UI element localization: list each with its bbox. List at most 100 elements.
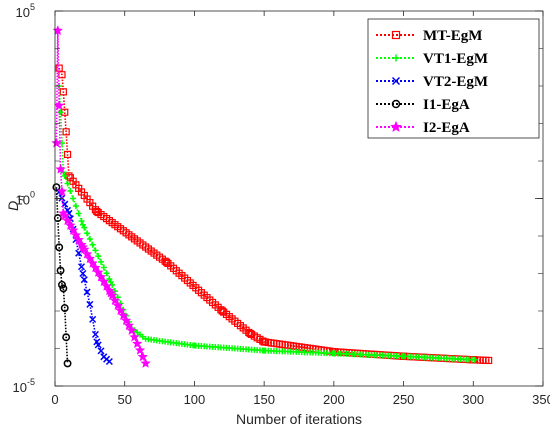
data-point bbox=[131, 338, 143, 349]
data-point bbox=[92, 247, 99, 254]
data-point bbox=[56, 185, 68, 196]
legend-marker bbox=[391, 76, 401, 86]
x-tick-label: 200 bbox=[323, 392, 345, 407]
legend-label: VT1-EgM bbox=[423, 51, 488, 67]
data-point bbox=[86, 300, 94, 308]
data-point bbox=[137, 351, 149, 362]
data-point bbox=[86, 235, 93, 242]
data-point bbox=[59, 210, 71, 221]
legend-marker bbox=[392, 54, 400, 62]
data-point bbox=[134, 344, 146, 355]
data-point bbox=[53, 100, 65, 111]
y-tick-label: 105 bbox=[16, 2, 35, 20]
data-point bbox=[98, 276, 110, 287]
y-axis-label-subscript: n bbox=[16, 195, 27, 201]
y-tick-label-exponent: -5 bbox=[27, 377, 35, 387]
data-point bbox=[92, 266, 104, 278]
data-point bbox=[61, 173, 68, 180]
data-point bbox=[91, 330, 99, 338]
data-point bbox=[87, 257, 98, 268]
y-tick-label-base: 10 bbox=[16, 193, 30, 208]
data-point bbox=[89, 241, 96, 248]
data-point bbox=[129, 331, 140, 342]
data-point bbox=[63, 150, 72, 158]
data-point bbox=[59, 284, 68, 293]
data-point bbox=[67, 224, 79, 235]
legend-label: I2-EgA bbox=[423, 120, 470, 136]
x-tick-label: 100 bbox=[184, 392, 206, 407]
y-tick-label-exponent: 5 bbox=[30, 2, 35, 12]
data-point bbox=[98, 258, 105, 265]
data-point bbox=[485, 356, 493, 365]
data-point bbox=[81, 248, 93, 259]
data-point bbox=[62, 128, 70, 136]
series-layer bbox=[51, 25, 493, 368]
data-point bbox=[51, 137, 62, 148]
data-point bbox=[109, 295, 121, 306]
data-point bbox=[97, 347, 105, 355]
legend-label: MT-EgM bbox=[423, 28, 482, 44]
y-tick-label-base: 10 bbox=[13, 380, 27, 395]
data-point bbox=[84, 253, 96, 264]
x-tick-label: 150 bbox=[253, 392, 275, 407]
data-point bbox=[112, 300, 124, 311]
legend-label: VT2-EgM bbox=[423, 74, 488, 90]
data-point bbox=[107, 278, 114, 285]
series-vt1-egm bbox=[56, 83, 478, 363]
data-point bbox=[55, 243, 64, 252]
data-point bbox=[100, 264, 107, 271]
data-point bbox=[75, 210, 82, 217]
y-tick-label-base: 10 bbox=[16, 5, 30, 20]
legend-marker bbox=[390, 120, 402, 133]
data-point bbox=[105, 357, 113, 366]
data-point bbox=[63, 359, 72, 368]
data-point bbox=[80, 276, 88, 284]
legend-label: I1-EgA bbox=[423, 97, 470, 113]
data-point bbox=[95, 253, 102, 260]
series-i1-ega bbox=[52, 183, 72, 368]
legend-marker bbox=[391, 30, 401, 40]
data-point bbox=[70, 195, 77, 202]
y-axis-label: Dn bbox=[5, 195, 27, 211]
y-tick-label: 10-5 bbox=[13, 377, 35, 395]
x-axis: 0 50 100 150 200 250 300 350 bbox=[51, 11, 550, 407]
data-point bbox=[62, 215, 73, 226]
data-point bbox=[64, 180, 71, 187]
data-point bbox=[72, 202, 79, 209]
data-point bbox=[75, 249, 83, 257]
data-point bbox=[57, 109, 64, 116]
legend-marker bbox=[391, 99, 401, 109]
data-point bbox=[83, 288, 91, 296]
data-point bbox=[67, 188, 74, 195]
data-point bbox=[58, 280, 66, 289]
x-tick-label: 0 bbox=[51, 392, 58, 407]
y-tick-label-exponent: 0 bbox=[30, 190, 35, 200]
data-point bbox=[84, 230, 91, 237]
data-point bbox=[111, 288, 118, 295]
data-point bbox=[115, 305, 126, 316]
legend-item-mt-egm: MT-EgM bbox=[376, 28, 482, 44]
data-point bbox=[65, 219, 76, 231]
data-point bbox=[79, 269, 87, 278]
x-axis-label: Number of iterations bbox=[236, 411, 362, 427]
data-point bbox=[53, 214, 62, 223]
data-point bbox=[73, 234, 85, 245]
data-point bbox=[140, 357, 151, 368]
data-point bbox=[52, 183, 61, 192]
data-point bbox=[81, 224, 88, 231]
data-point bbox=[123, 320, 135, 331]
data-point bbox=[90, 262, 101, 273]
data-point bbox=[70, 229, 82, 240]
legend-item-vt2-egm: VT2-EgM bbox=[376, 74, 488, 90]
data-point bbox=[60, 304, 69, 312]
legend: MT-EgM VT1-EgM VT2-EgM I1-EgA I2-EgA bbox=[367, 18, 540, 139]
x-tick-label: 50 bbox=[117, 392, 131, 407]
legend-item-i1-ega: I1-EgA bbox=[376, 97, 470, 113]
data-point bbox=[103, 270, 110, 277]
data-point bbox=[162, 258, 171, 266]
data-point bbox=[52, 25, 64, 36]
data-point bbox=[106, 290, 118, 301]
data-point bbox=[126, 325, 138, 336]
data-point bbox=[471, 356, 478, 363]
legend-item-vt1-egm: VT1-EgM bbox=[376, 51, 488, 67]
